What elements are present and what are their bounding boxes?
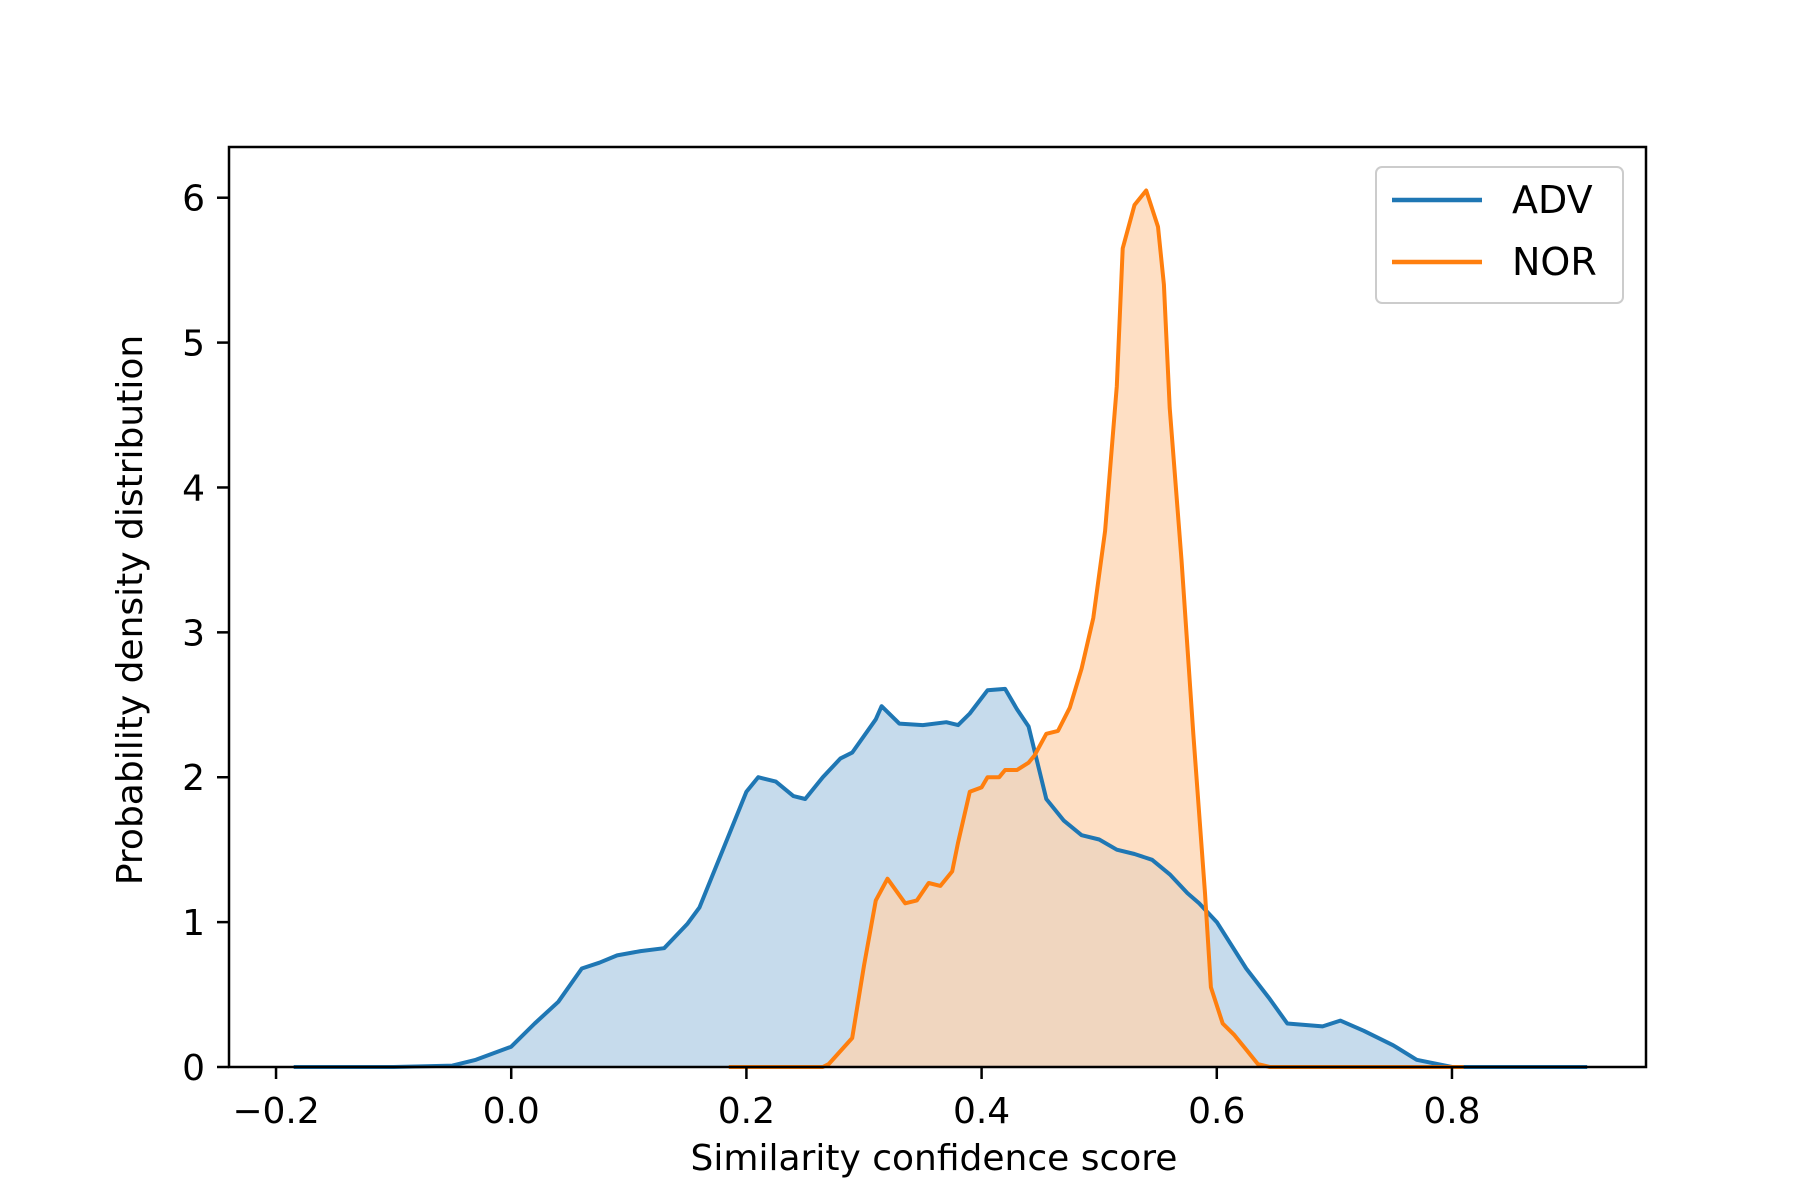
y-tick-label: 4 — [182, 468, 205, 509]
series-fill-adv — [293, 688, 1588, 1067]
plot-border — [227, 145, 1648, 1069]
legend-label-adv: ADV — [1512, 178, 1593, 222]
x-tick-label: 0.2 — [718, 1091, 775, 1132]
series-fills — [293, 190, 1588, 1067]
x-tick-label: 0.6 — [1188, 1091, 1245, 1132]
y-tick-label: 2 — [182, 758, 205, 799]
series-fill-nor — [728, 190, 1464, 1067]
x-tick-label: 0.8 — [1423, 1091, 1480, 1132]
x-axis-ticks: −0.2 0.0 0.2 0.4 0.6 0.8 — [232, 1067, 1481, 1132]
legend-label-nor: NOR — [1512, 240, 1597, 284]
plot-frame — [227, 145, 1648, 1069]
x-tick-label: 0.4 — [953, 1091, 1010, 1132]
y-axis-label: Probability density distribution — [110, 335, 151, 885]
x-axis-label: Similarity confidence score — [691, 1138, 1178, 1179]
y-axis-ticks: 0 1 2 3 4 5 6 — [182, 179, 229, 1089]
y-tick-label: 5 — [182, 324, 205, 365]
x-tick-label: 0.0 — [483, 1091, 540, 1132]
legend: ADV NOR — [1375, 166, 1624, 304]
series-line-adv — [293, 686, 1588, 1069]
y-tick-label: 0 — [182, 1048, 205, 1089]
y-tick-label: 1 — [182, 903, 205, 944]
y-tick-label: 6 — [182, 179, 205, 220]
y-tick-label: 3 — [182, 613, 205, 654]
x-tick-label: −0.2 — [232, 1091, 319, 1132]
